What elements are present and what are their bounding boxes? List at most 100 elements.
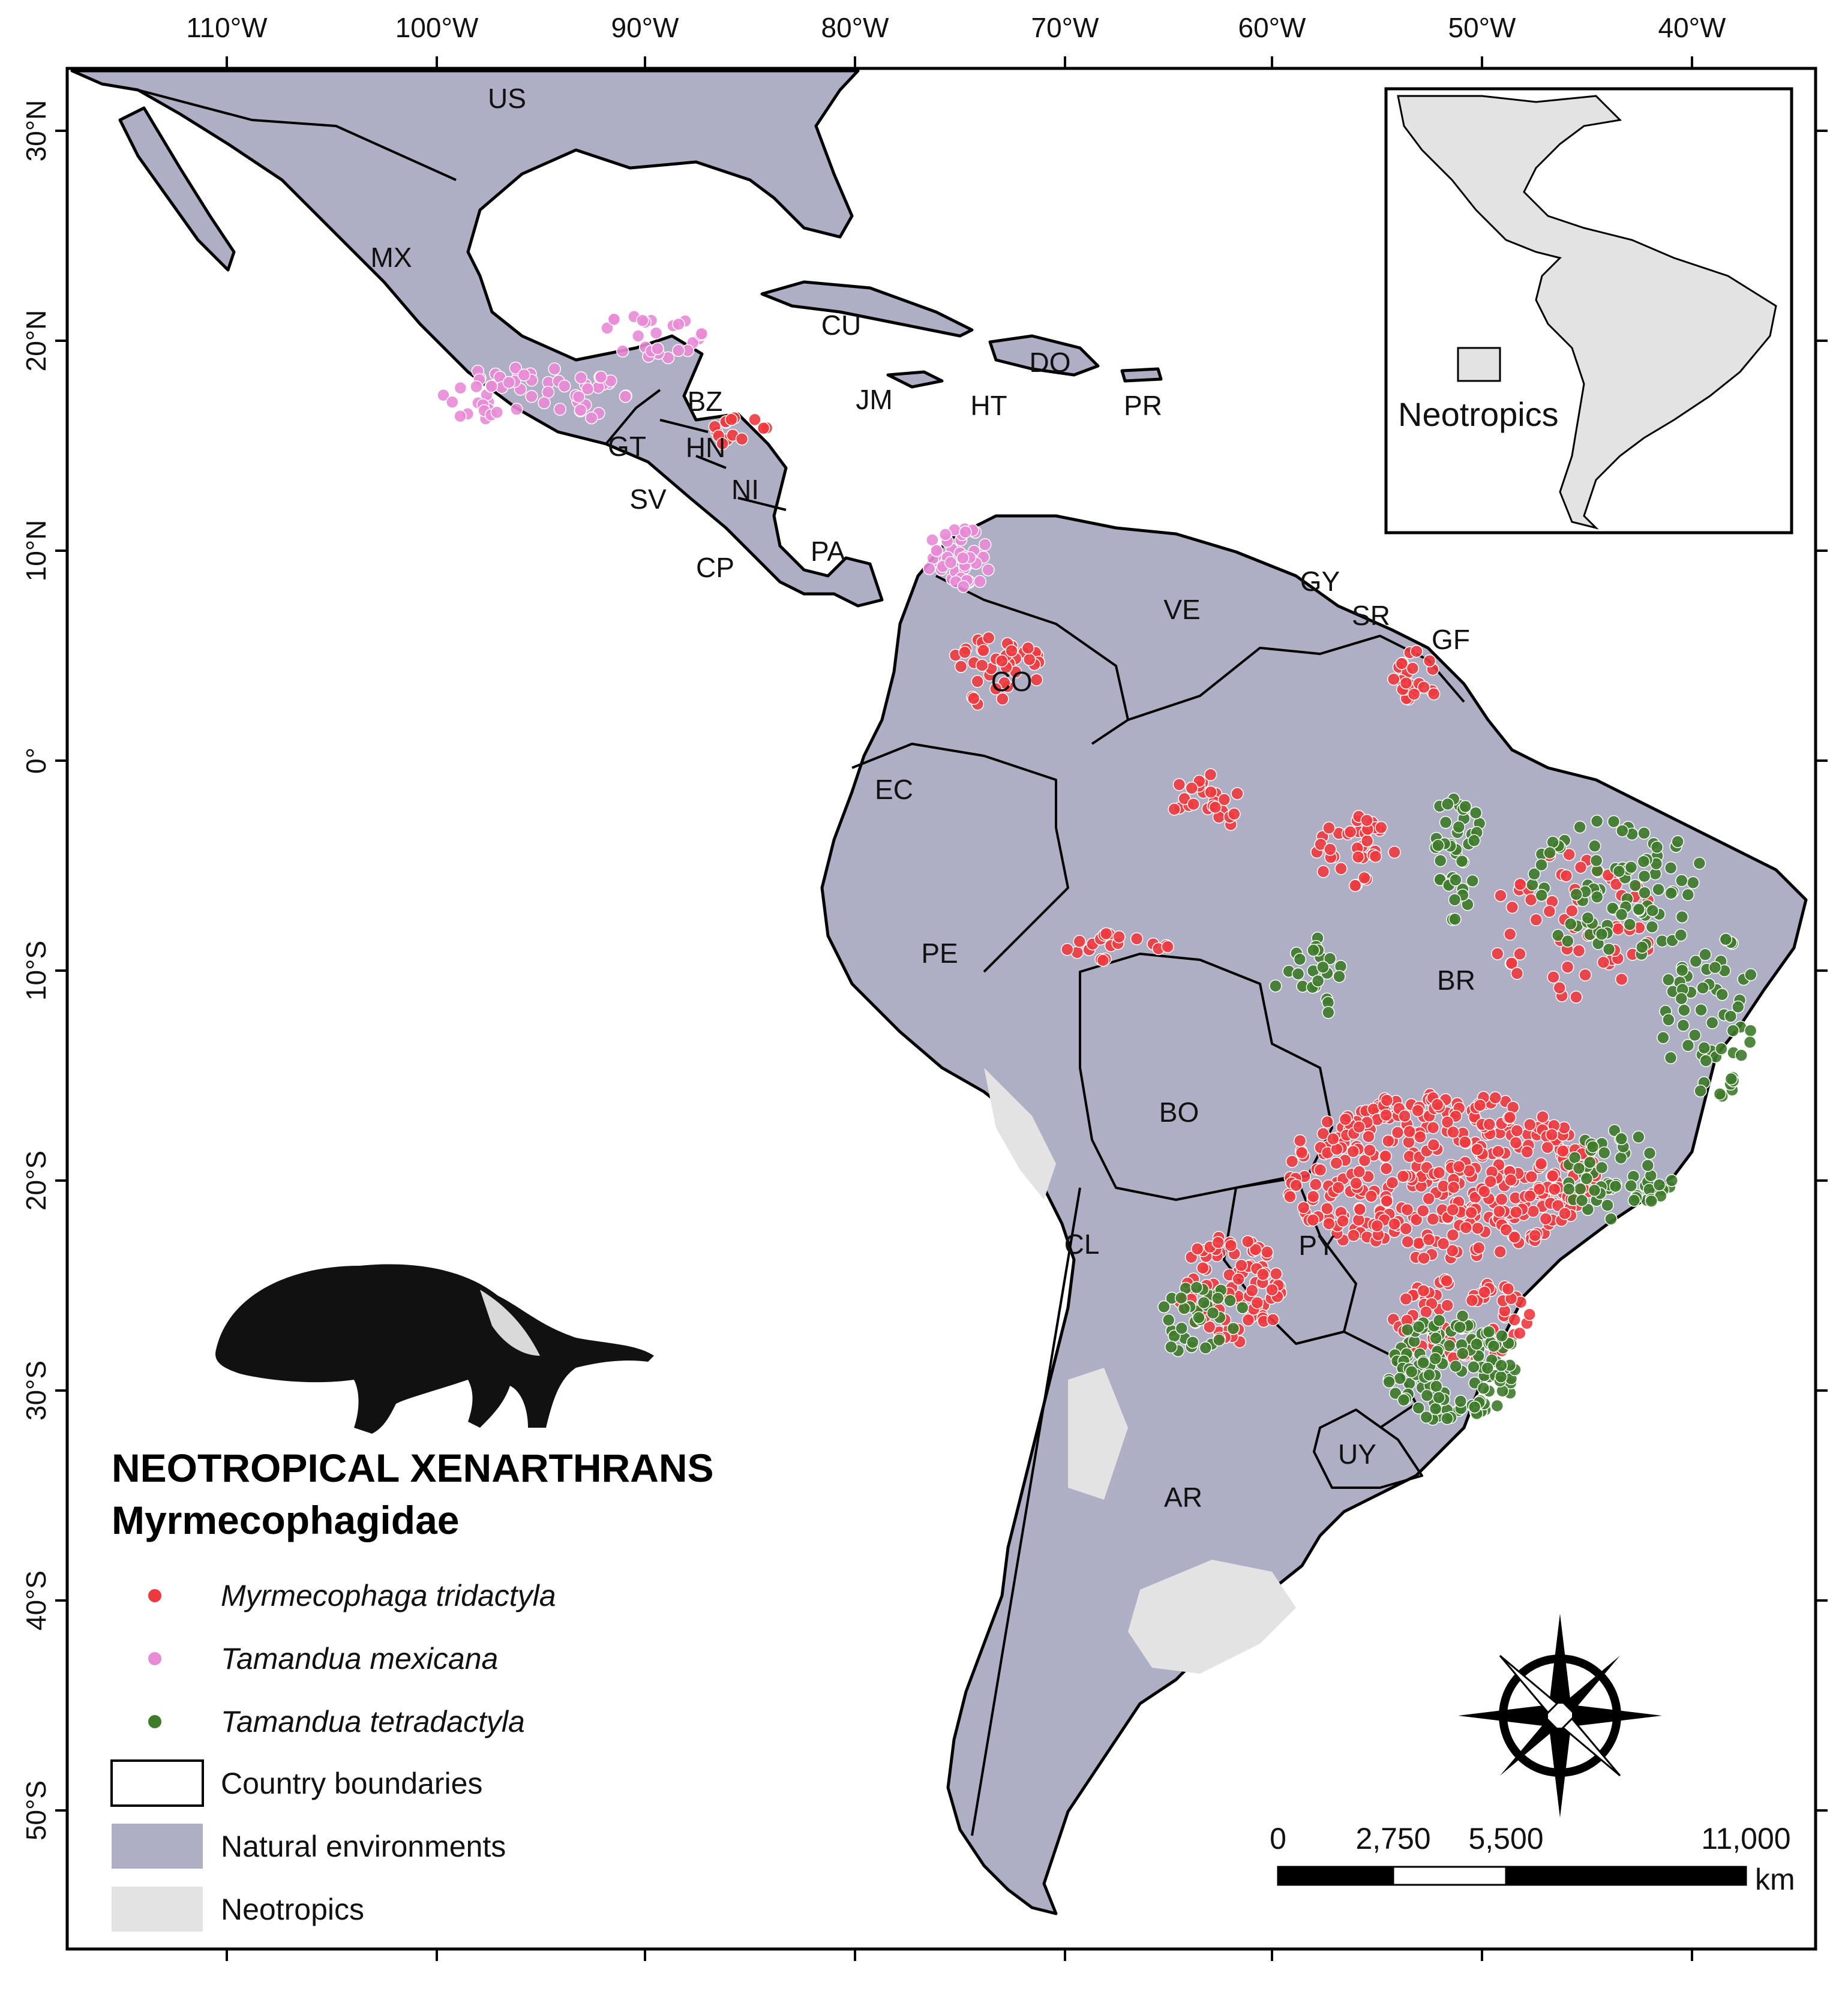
inset-map: Neotropics bbox=[1384, 87, 1793, 534]
occurrence-point-myrmecophaga-tridactyla bbox=[1369, 849, 1382, 863]
occurrence-point-myrmecophaga-tridactyla bbox=[1021, 641, 1035, 655]
occurrence-point-myrmecophaga-tridactyla bbox=[1417, 680, 1430, 694]
occurrence-point-tamandua-mexicana bbox=[672, 344, 685, 358]
occurrence-point-myrmecophaga-tridactyla bbox=[1426, 1121, 1440, 1134]
country-label-pa: PA bbox=[811, 536, 845, 567]
occurrence-point-myrmecophaga-tridactyla bbox=[967, 692, 980, 705]
occurrence-point-myrmecophaga-tridactyla bbox=[1494, 889, 1507, 902]
occurrence-point-tamandua-tetradactyla bbox=[1628, 879, 1642, 892]
occurrence-point-tamandua-tetradactyla bbox=[1572, 1161, 1586, 1175]
occurrence-point-tamandua-tetradactyla bbox=[1429, 1402, 1442, 1416]
occurrence-point-myrmecophaga-tridactyla bbox=[1235, 1259, 1248, 1272]
occurrence-point-myrmecophaga-tridactyla bbox=[1446, 1229, 1460, 1242]
occurrence-point-tamandua-tetradactyla bbox=[1430, 1380, 1443, 1393]
occurrence-point-tamandua-tetradactyla bbox=[1459, 800, 1472, 813]
occurrence-point-tamandua-tetradactyla bbox=[1441, 1412, 1454, 1425]
occurrence-point-tamandua-mexicana bbox=[490, 406, 504, 419]
occurrence-point-tamandua-tetradactyla bbox=[1598, 1146, 1611, 1160]
occurrence-point-myrmecophaga-tridactyla bbox=[1375, 821, 1388, 834]
occurrence-point-tamandua-tetradactyla bbox=[1591, 890, 1604, 904]
occurrence-point-tamandua-mexicana bbox=[574, 403, 587, 417]
legend-marker-myrmecophaga bbox=[148, 1589, 161, 1602]
occurrence-point-tamandua-tetradactyla bbox=[1162, 1313, 1175, 1327]
occurrence-point-tamandua-tetradactyla bbox=[1650, 840, 1664, 854]
occurrence-point-tamandua-tetradactyla bbox=[1382, 1375, 1396, 1389]
boundary-co-ve bbox=[935, 575, 1129, 745]
occurrence-point-tamandua-mexicana bbox=[454, 381, 467, 395]
occurrence-point-myrmecophaga-tridactyla bbox=[1161, 940, 1174, 953]
occurrence-point-tamandua-tetradactyla bbox=[1615, 908, 1628, 921]
occurrence-point-myrmecophaga-tridactyla bbox=[1447, 1125, 1460, 1139]
occurrence-point-myrmecophaga-tridactyla bbox=[1261, 1245, 1274, 1259]
occurrence-point-tamandua-tetradactyla bbox=[1645, 920, 1659, 933]
occurrence-point-tamandua-mexicana bbox=[636, 314, 649, 328]
compass-rose-icon bbox=[1458, 1614, 1662, 1818]
lon-tick-60w: 60°W bbox=[1238, 12, 1307, 43]
occurrence-point-myrmecophaga-tridactyla bbox=[996, 692, 1009, 705]
legend-marker-tamandua-mexicana bbox=[148, 1652, 161, 1665]
occurrence-point-myrmecophaga-tridactyla bbox=[1322, 821, 1336, 835]
longitude-labels: 110°W 100°W 90°W 80°W 70°W 60°W 50°W 40°… bbox=[186, 12, 1726, 43]
occurrence-point-myrmecophaga-tridactyla bbox=[1553, 981, 1566, 995]
occurrence-point-myrmecophaga-tridactyla bbox=[1352, 1165, 1366, 1179]
occurrence-point-myrmecophaga-tridactyla bbox=[989, 682, 1003, 696]
occurrence-point-myrmecophaga-tridactyla bbox=[1379, 1149, 1392, 1163]
occurrence-point-myrmecophaga-tridactyla bbox=[1574, 861, 1588, 874]
jamaica bbox=[886, 370, 944, 389]
compass-se-point bbox=[1561, 1717, 1621, 1777]
occurrence-point-tamandua-tetradactyla bbox=[1735, 1049, 1748, 1062]
occurrence-point-myrmecophaga-tridactyla bbox=[1396, 1170, 1410, 1183]
occurrence-point-myrmecophaga-tridactyla bbox=[1410, 644, 1423, 658]
occurrence-point-myrmecophaga-tridactyla bbox=[1505, 957, 1519, 970]
occurrence-point-tamandua-mexicana bbox=[973, 575, 986, 588]
occurrence-point-tamandua-tetradactyla bbox=[1607, 815, 1621, 828]
occurrence-point-myrmecophaga-tridactyla bbox=[1343, 825, 1357, 839]
lat-tick-40s: 40°S bbox=[20, 1570, 52, 1630]
occurrence-point-tamandua-tetradactyla bbox=[1546, 836, 1559, 849]
occurrence-point-tamandua-tetradactyla bbox=[1676, 1019, 1690, 1032]
occurrence-point-myrmecophaga-tridactyla bbox=[1172, 778, 1186, 791]
scale-label-2750: 2,750 bbox=[1355, 1822, 1430, 1855]
occurrence-point-tamandua-tetradactyla bbox=[1699, 1054, 1712, 1067]
inset-americas bbox=[1397, 95, 1777, 530]
occurrence-point-myrmecophaga-tridactyla bbox=[1388, 845, 1401, 859]
neotropics-patch-monte bbox=[1068, 1368, 1128, 1500]
boundary-pe-br bbox=[983, 827, 1069, 973]
occurrence-point-myrmecophaga-tridactyla bbox=[1562, 848, 1576, 861]
occurrence-point-tamandua-tetradactyla bbox=[1439, 816, 1453, 829]
occurrence-point-tamandua-tetradactyla bbox=[1696, 981, 1709, 995]
occurrence-point-myrmecophaga-tridactyla bbox=[1211, 1236, 1225, 1250]
occurrence-point-myrmecophaga-tridactyla bbox=[1306, 1190, 1320, 1203]
occurrence-point-tamandua-tetradactyla bbox=[1664, 1051, 1678, 1065]
legend-label-neotropics: Neotropics bbox=[221, 1893, 364, 1926]
occurrence-point-myrmecophaga-tridactyla bbox=[1316, 865, 1330, 878]
inset-label: Neotropics bbox=[1398, 395, 1559, 433]
occurrence-point-myrmecophaga-tridactyla bbox=[1465, 1206, 1478, 1220]
occurrence-point-myrmecophaga-tridactyla bbox=[1401, 1235, 1414, 1248]
occurrence-point-tamandua-tetradactyla bbox=[1223, 1294, 1237, 1307]
occurrence-point-tamandua-mexicana bbox=[594, 370, 608, 384]
occurrence-point-myrmecophaga-tridactyla bbox=[1297, 1201, 1310, 1214]
occurrence-point-tamandua-tetradactyla bbox=[1470, 1337, 1483, 1351]
occurrence-point-myrmecophaga-tridactyla bbox=[1523, 1189, 1537, 1203]
occurrence-point-tamandua-tetradactyla bbox=[1586, 1140, 1600, 1154]
country-label-py: PY bbox=[1298, 1230, 1335, 1261]
occurrence-point-tamandua-tetradactyla bbox=[1681, 888, 1695, 902]
occurrence-point-myrmecophaga-tridactyla bbox=[1360, 834, 1374, 848]
occurrence-point-myrmecophaga-tridactyla bbox=[1346, 1145, 1360, 1158]
occurrence-point-tamandua-tetradactyla bbox=[1627, 1194, 1641, 1207]
occurrence-point-myrmecophaga-tridactyla bbox=[1208, 800, 1222, 814]
occurrence-point-tamandua-tetradactyla bbox=[1269, 979, 1282, 993]
compass-east-point bbox=[1572, 1705, 1662, 1726]
country-label-bo: BO bbox=[1159, 1097, 1199, 1128]
occurrence-point-myrmecophaga-tridactyla bbox=[1489, 1091, 1502, 1104]
country-label-ar: AR bbox=[1164, 1482, 1202, 1513]
occurrence-point-tamandua-tetradactyla bbox=[1681, 1039, 1695, 1052]
occurrence-point-tamandua-tetradactyla bbox=[1713, 1087, 1727, 1101]
occurrence-point-tamandua-tetradactyla bbox=[1564, 917, 1577, 931]
occurrence-point-tamandua-tetradactyla bbox=[1688, 1028, 1702, 1042]
occurrence-point-myrmecophaga-tridactyla bbox=[1232, 1272, 1245, 1286]
occurrence-point-tamandua-tetradactyla bbox=[1589, 854, 1603, 867]
occurrence-point-tamandua-mexicana bbox=[517, 368, 531, 382]
occurrence-point-tamandua-tetradactyla bbox=[1165, 1340, 1178, 1354]
